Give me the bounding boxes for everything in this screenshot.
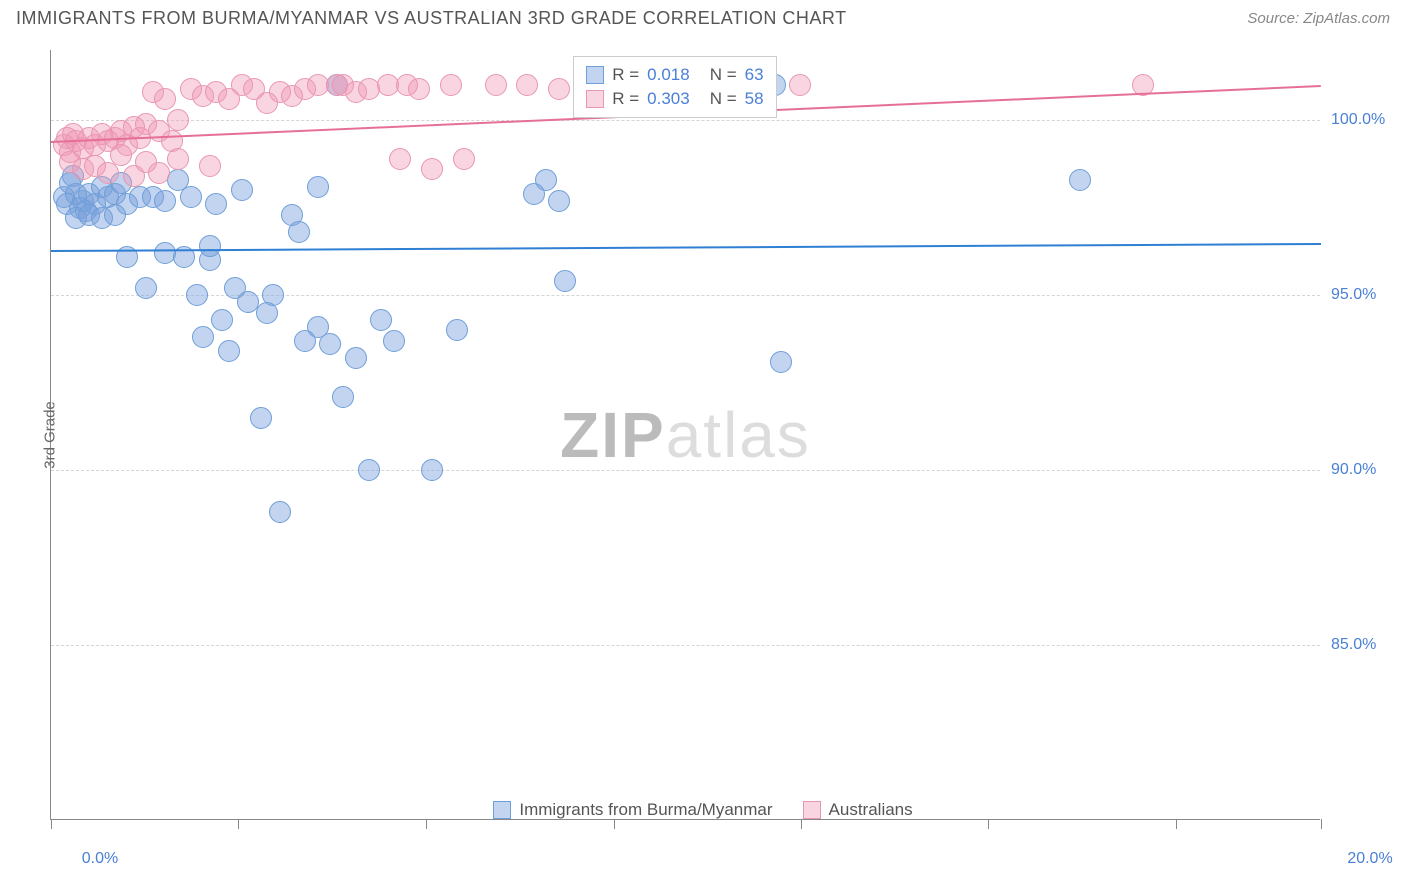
data-point [135, 277, 157, 299]
data-point [383, 330, 405, 352]
trend-line [51, 243, 1321, 252]
data-point [186, 284, 208, 306]
legend-row: R =0.018N =63 [586, 63, 763, 87]
data-point [167, 148, 189, 170]
x-tick [1176, 819, 1177, 829]
data-point [421, 158, 443, 180]
chart-area: ZIPatlas 85.0%90.0%95.0%100.0% 3rd Grade… [50, 50, 1320, 820]
data-point [485, 74, 507, 96]
data-point [345, 347, 367, 369]
y-tick-label: 95.0% [1331, 286, 1376, 304]
data-point [389, 148, 411, 170]
data-point [199, 155, 221, 177]
legend-swatch [803, 801, 821, 819]
gridline [51, 120, 1320, 121]
data-point [446, 319, 468, 341]
x-tick [988, 819, 989, 829]
data-point [218, 340, 240, 362]
series-name: Australians [829, 800, 913, 820]
data-point [269, 501, 291, 523]
x-tick-label: 20.0% [1347, 850, 1392, 868]
data-point [110, 144, 132, 166]
chart-header: IMMIGRANTS FROM BURMA/MYANMAR VS AUSTRAL… [0, 0, 1406, 33]
data-point [548, 78, 570, 100]
x-tick [426, 819, 427, 829]
y-axis-label: 3rd Grade [41, 401, 58, 469]
source-name: ZipAtlas.com [1303, 10, 1390, 27]
data-point [548, 190, 570, 212]
data-point [237, 291, 259, 313]
x-tick [614, 819, 615, 829]
y-tick-label: 90.0% [1331, 461, 1376, 479]
data-point [408, 78, 430, 100]
legend-swatch [586, 66, 604, 84]
source-prefix: Source: [1247, 10, 1303, 27]
legend-row: R =0.303N =58 [586, 87, 763, 111]
data-point [192, 326, 214, 348]
data-point [199, 235, 221, 257]
series-legend-item: Immigrants from Burma/Myanmar [493, 800, 772, 820]
data-point [154, 88, 176, 110]
x-tick [801, 819, 802, 829]
data-point [148, 162, 170, 184]
series-name: Immigrants from Burma/Myanmar [519, 800, 772, 820]
series-legend-item: Australians [803, 800, 913, 820]
data-point [370, 309, 392, 331]
series-legend: Immigrants from Burma/Myanmar Australians [0, 800, 1406, 820]
data-point [535, 169, 557, 191]
data-point [1069, 169, 1091, 191]
data-point [104, 204, 126, 226]
data-point [167, 109, 189, 131]
data-point [319, 333, 341, 355]
data-point [789, 74, 811, 96]
correlation-legend: R =0.018N =63R =0.303N =58 [573, 56, 776, 118]
data-point [281, 204, 303, 226]
data-point [205, 193, 227, 215]
data-point [421, 459, 443, 481]
data-point [180, 186, 202, 208]
chart-source: Source: ZipAtlas.com [1247, 10, 1390, 27]
watermark-atlas: atlas [666, 399, 811, 471]
y-tick-label: 85.0% [1331, 636, 1376, 654]
data-point [250, 407, 272, 429]
x-tick-label: 0.0% [82, 850, 118, 868]
data-point [453, 148, 475, 170]
legend-swatch [586, 90, 604, 108]
data-point [211, 309, 233, 331]
data-point [554, 270, 576, 292]
data-point [516, 74, 538, 96]
plot-area: ZIPatlas 85.0%90.0%95.0%100.0% [50, 50, 1320, 820]
data-point [440, 74, 462, 96]
legend-swatch [493, 801, 511, 819]
x-tick [51, 819, 52, 829]
watermark: ZIPatlas [560, 398, 811, 472]
data-point [358, 459, 380, 481]
data-point [332, 386, 354, 408]
data-point [770, 351, 792, 373]
y-tick-label: 100.0% [1331, 111, 1385, 129]
gridline [51, 645, 1320, 646]
x-tick [238, 819, 239, 829]
chart-title: IMMIGRANTS FROM BURMA/MYANMAR VS AUSTRAL… [16, 8, 847, 29]
watermark-zip: ZIP [560, 399, 666, 471]
gridline [51, 470, 1320, 471]
data-point [262, 284, 284, 306]
data-point [154, 190, 176, 212]
data-point [231, 179, 253, 201]
x-tick [1321, 819, 1322, 829]
data-point [307, 176, 329, 198]
